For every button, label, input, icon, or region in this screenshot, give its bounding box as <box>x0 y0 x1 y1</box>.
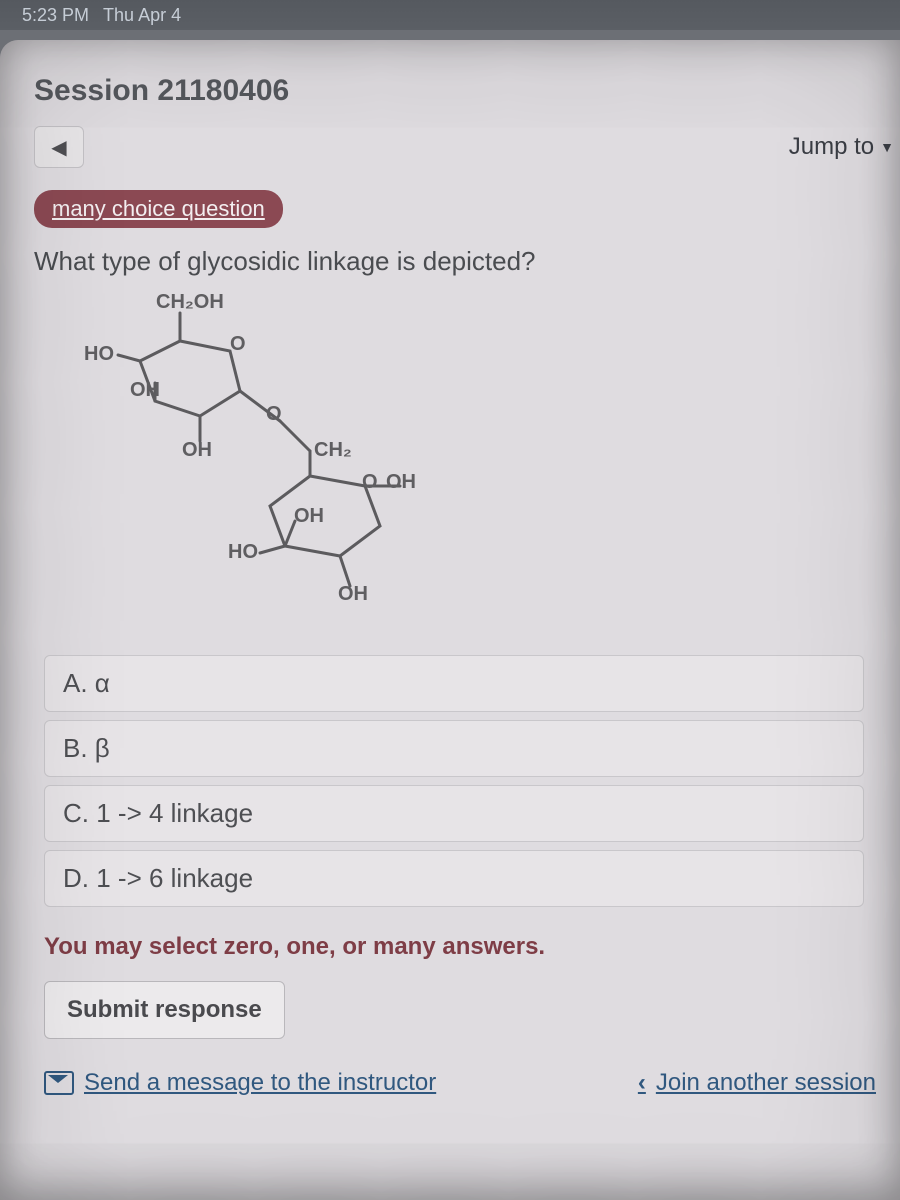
label-oh-inner-left: OH <box>130 379 160 402</box>
jump-to-label: Jump to <box>789 133 874 161</box>
mail-icon <box>44 1071 74 1095</box>
selection-hint: You may select zero, one, or many answer… <box>0 907 900 961</box>
answer-option-d[interactable]: D. 1 -> 6 linkage <box>44 850 864 907</box>
content-window: Session 21180406 ◀ Jump to ▼ many choice… <box>0 40 900 1200</box>
session-title: Session 21180406 <box>0 40 900 126</box>
answer-list: A. α B. β C. 1 -> 4 linkage D. 1 -> 6 li… <box>0 631 864 907</box>
submit-row: Submit response <box>0 961 900 1039</box>
question-text: What type of glycosidic linkage is depic… <box>0 228 900 277</box>
footer-links: Send a message to the instructor ‹ Join … <box>0 1039 900 1097</box>
join-session-label: Join another session <box>656 1069 876 1097</box>
nav-row: ◀ Jump to ▼ <box>0 126 900 168</box>
answer-option-c[interactable]: C. 1 -> 4 linkage <box>44 785 864 842</box>
status-date: Thu Apr 4 <box>103 5 181 26</box>
chevron-left-icon: ‹ <box>638 1069 646 1097</box>
label-o-link: O <box>266 403 282 426</box>
molecule-diagram: CH₂OH O HO OH OH O CH₂ O OH OH HO OH <box>70 291 490 631</box>
back-icon: ◀ <box>51 135 66 160</box>
label-oh-bottom-left: OH <box>182 439 212 462</box>
answer-option-a[interactable]: A. α <box>44 655 864 712</box>
label-ch2: CH₂ <box>314 439 352 462</box>
answer-option-b[interactable]: B. β <box>44 720 864 777</box>
status-time: 5:23 PM <box>22 5 89 26</box>
label-o-top: O <box>230 333 246 356</box>
label-oh-far-bottom: OH <box>338 583 368 606</box>
badge-row: many choice question <box>0 168 900 228</box>
join-session-link[interactable]: ‹ Join another session <box>638 1069 876 1097</box>
jump-to-button[interactable]: Jump to ▼ <box>789 133 900 161</box>
send-message-link[interactable]: Send a message to the instructor <box>44 1069 436 1097</box>
submit-button[interactable]: Submit response <box>44 981 285 1039</box>
send-message-label: Send a message to the instructor <box>84 1069 436 1097</box>
back-button[interactable]: ◀ <box>34 126 84 168</box>
question-type-badge: many choice question <box>34 190 283 228</box>
molecule-svg <box>70 291 490 631</box>
label-ch2oh: CH₂OH <box>156 291 224 314</box>
label-oh-inner-right: OH <box>294 505 324 528</box>
label-ho-bottom-right: HO <box>228 541 258 564</box>
label-oh-right-top: OH <box>386 471 416 494</box>
label-o-ring-right: O <box>362 471 378 494</box>
status-bar: 5:23 PM Thu Apr 4 <box>0 0 900 30</box>
chevron-down-icon: ▼ <box>880 139 894 155</box>
label-ho-left: HO <box>84 343 114 366</box>
